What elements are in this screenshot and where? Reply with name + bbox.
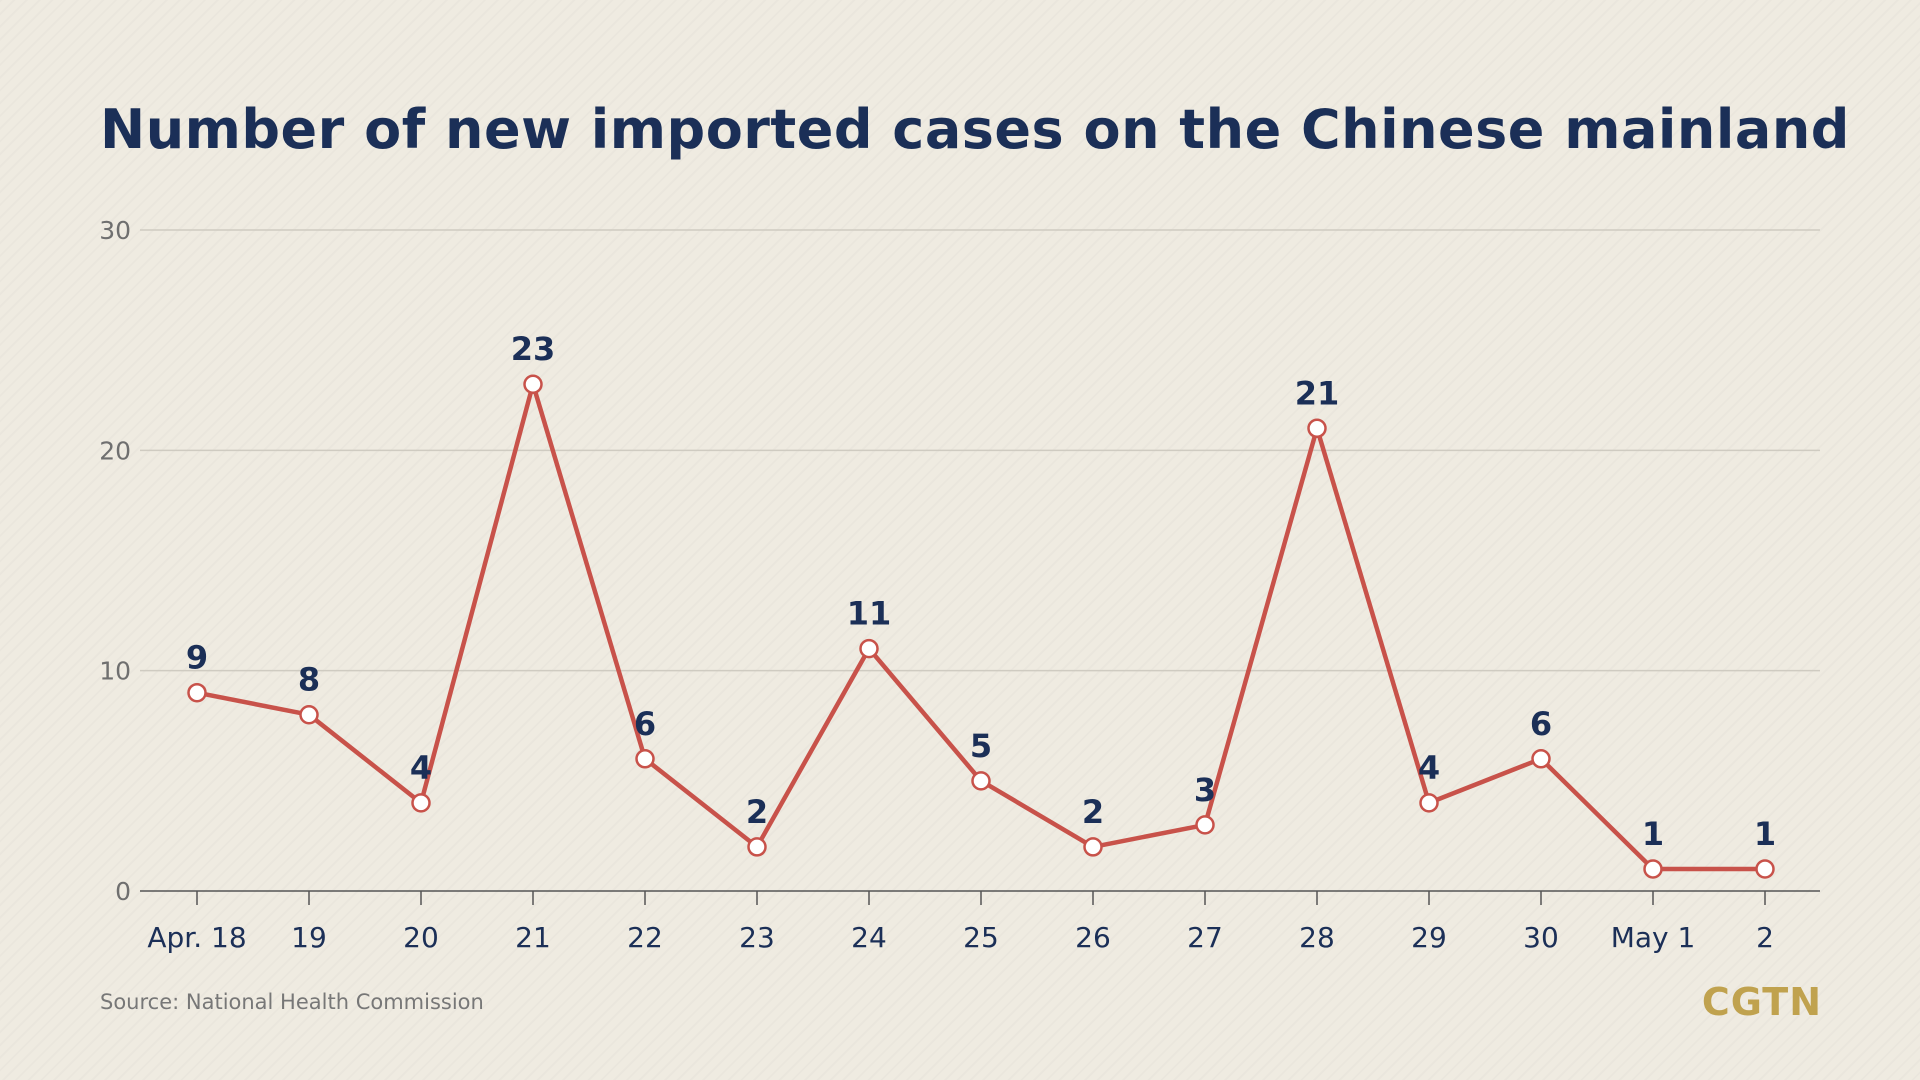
data-label: 6 [634, 705, 656, 743]
data-label: 8 [298, 661, 320, 699]
data-point [1083, 837, 1103, 857]
x-tick-label: 30 [1523, 921, 1559, 954]
data-label: 2 [1082, 793, 1104, 831]
y-tick-label: 20 [99, 436, 131, 465]
data-point [411, 793, 431, 813]
data-point [523, 374, 543, 394]
x-tick-label: 26 [1075, 921, 1111, 954]
data-label: 21 [1295, 374, 1340, 412]
data-label: 5 [970, 727, 992, 765]
data-label: 9 [186, 639, 208, 677]
x-tick-label: 22 [627, 921, 663, 954]
y-tick-label: 30 [99, 216, 131, 245]
x-tick-label: 27 [1187, 921, 1223, 954]
data-label: 1 [1754, 815, 1776, 853]
data-label: 3 [1194, 771, 1216, 809]
data-point [1531, 749, 1551, 769]
x-tick-label: 29 [1411, 921, 1447, 954]
data-label: 4 [1418, 749, 1440, 787]
data-label: 6 [1530, 705, 1552, 743]
data-point [299, 704, 319, 725]
data-label: 1 [1642, 815, 1664, 853]
data-point [859, 638, 879, 659]
data-point [1755, 859, 1775, 879]
data-label: 2 [746, 793, 768, 831]
series-line [194, 381, 1768, 872]
y-tick-label: 10 [99, 657, 131, 686]
series-line-layer [194, 381, 1768, 872]
chart-title: Number of new imported cases on the Chin… [100, 98, 1850, 161]
x-tick-label: 20 [403, 921, 439, 954]
data-label: 23 [511, 330, 556, 368]
x-tick-label: 24 [851, 921, 887, 954]
data-point [1195, 815, 1215, 835]
data-point [635, 749, 655, 769]
x-axis-ticks: Apr. 18 19 20 21 22 23 24 25 26 27 28 29 30 May 1 2 [147, 891, 1774, 954]
data-point [747, 837, 767, 857]
data-points [187, 374, 1775, 879]
x-tick-label: 2 [1756, 921, 1774, 954]
data-point [1419, 793, 1439, 813]
data-label: 11 [847, 595, 892, 633]
y-axis-ticks: 0 10 20 30 [99, 216, 131, 906]
x-tick-label: 25 [963, 921, 999, 954]
data-point [971, 771, 991, 791]
data-label: 4 [410, 749, 432, 787]
source-note: Source: National Health Commission [100, 990, 484, 1014]
x-tick-label: 28 [1299, 921, 1335, 954]
x-tick-label: 23 [739, 921, 775, 954]
data-point [1307, 418, 1327, 439]
x-tick-label: 19 [291, 921, 327, 954]
grid-lines [140, 229, 1820, 672]
data-point [187, 682, 207, 703]
y-tick-label: 0 [115, 877, 131, 906]
brand-logo: CGTN [1701, 980, 1822, 1024]
x-tick-label: Apr. 18 [147, 921, 246, 954]
x-tick-label: May 1 [1611, 921, 1696, 954]
data-point [1643, 859, 1663, 879]
x-tick-label: 21 [515, 921, 551, 954]
